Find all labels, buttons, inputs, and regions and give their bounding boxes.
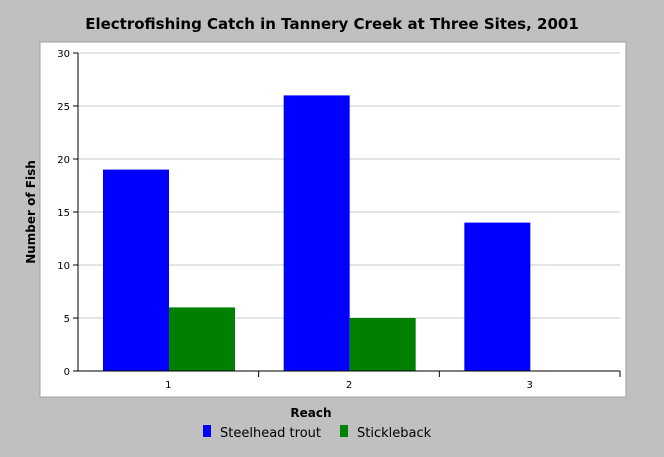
x-tick-label: 1 — [165, 380, 171, 391]
bar — [103, 169, 169, 371]
y-tick-label: 15 — [57, 208, 70, 219]
x-tick-label: 3 — [526, 380, 532, 391]
y-tick-label: 0 — [64, 367, 70, 378]
x-axis-ticks: 1 2 3 — [165, 371, 621, 391]
y-tick-label: 10 — [57, 261, 70, 272]
x-axis-label: Reach — [290, 406, 331, 420]
y-axis-ticks: 0 5 10 15 20 25 30 — [57, 49, 78, 378]
bar — [283, 95, 350, 372]
legend-swatch — [340, 425, 348, 437]
bar — [464, 222, 531, 371]
bar — [169, 307, 235, 371]
y-axis-label: Number of Fish — [24, 160, 38, 264]
y-tick-label: 20 — [57, 155, 70, 166]
legend-label: Steelhead trout — [220, 426, 321, 441]
legend: Steelhead trout Stickleback — [203, 425, 432, 441]
y-tick-label: 25 — [57, 102, 70, 113]
bars — [103, 95, 531, 372]
bar — [349, 318, 416, 371]
x-tick-label: 2 — [346, 380, 352, 391]
y-tick-label: 30 — [57, 49, 70, 60]
legend-label: Stickleback — [357, 426, 432, 441]
y-tick-label: 5 — [64, 314, 70, 325]
chart-title: Electrofishing Catch in Tannery Creek at… — [85, 15, 579, 33]
legend-swatch — [203, 425, 211, 437]
